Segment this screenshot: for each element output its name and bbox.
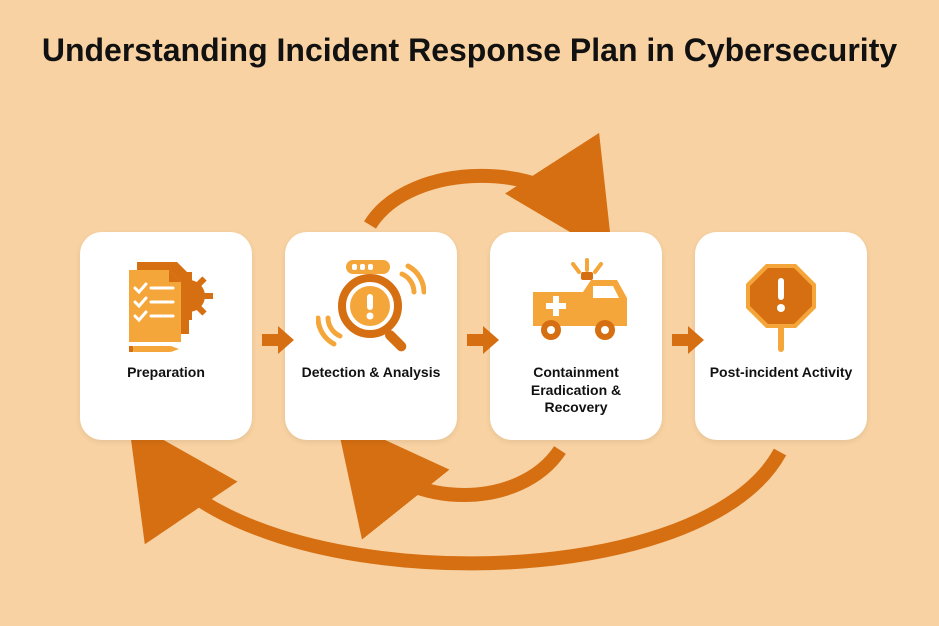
magnifier-alert-icon xyxy=(316,256,426,356)
arrow-2-3 xyxy=(463,320,503,360)
card-detection: Detection & Analysis xyxy=(285,232,457,440)
card-label: Preparation xyxy=(127,364,205,382)
card-preparation: Preparation xyxy=(80,232,252,440)
card-label: Post-incident Activity xyxy=(710,364,853,382)
card-containment: Containment Eradication & Recovery xyxy=(490,232,662,440)
arrow-1-2 xyxy=(258,320,298,360)
card-postincident: Post-incident Activity xyxy=(695,232,867,440)
checklist-gear-icon xyxy=(111,256,221,356)
stop-sign-icon xyxy=(726,256,836,356)
page-title: Understanding Incident Response Plan in … xyxy=(0,30,939,70)
card-label: Containment Eradication & Recovery xyxy=(504,364,648,417)
card-label: Detection & Analysis xyxy=(302,364,441,382)
arrow-3-4 xyxy=(668,320,708,360)
ambulance-icon xyxy=(521,256,631,356)
